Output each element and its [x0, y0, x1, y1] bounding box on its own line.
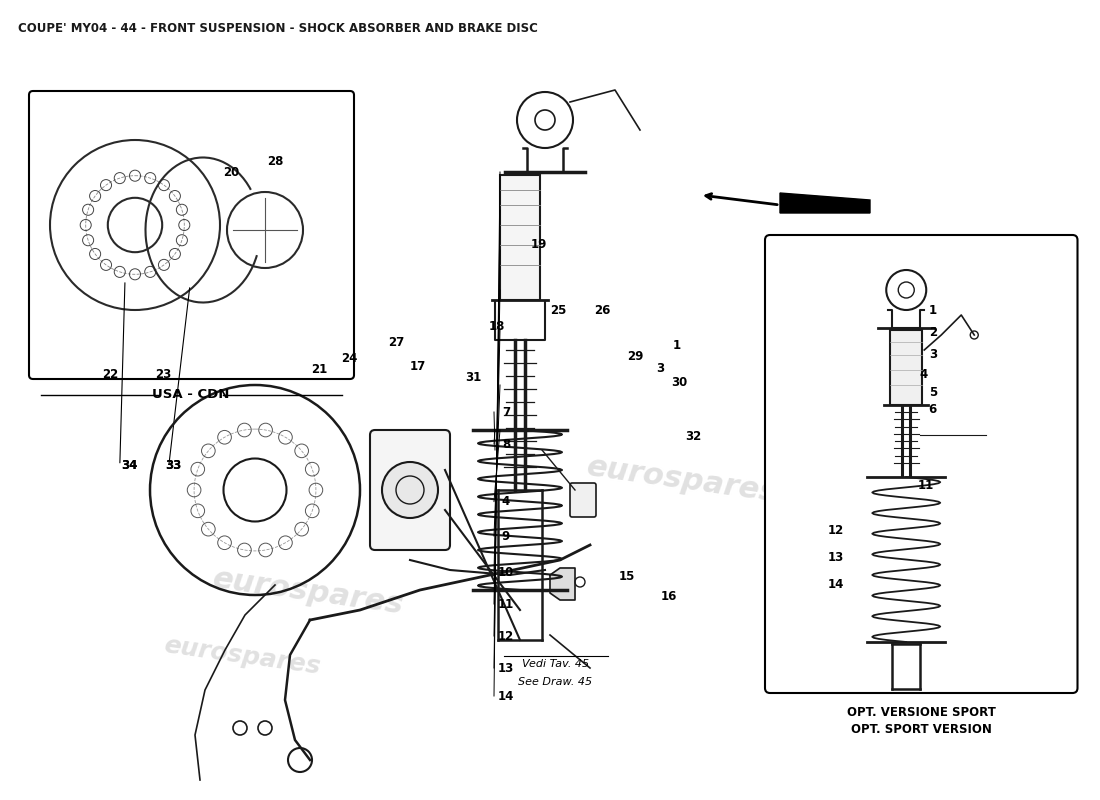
Text: 18: 18 — [490, 320, 505, 333]
Text: OPT. VERSIONE SPORT: OPT. VERSIONE SPORT — [847, 706, 996, 719]
Text: 26: 26 — [595, 304, 610, 317]
Text: 27: 27 — [388, 336, 404, 349]
Text: 17: 17 — [410, 360, 426, 373]
Text: OPT. SPORT VERSION: OPT. SPORT VERSION — [850, 723, 992, 736]
Text: 30: 30 — [672, 376, 688, 389]
Text: 22: 22 — [102, 368, 118, 381]
Text: 11: 11 — [498, 598, 514, 610]
Text: 4: 4 — [502, 495, 510, 508]
Text: 33: 33 — [166, 459, 182, 472]
Text: 6: 6 — [928, 403, 937, 416]
Text: 3: 3 — [928, 348, 937, 361]
Text: eurospares: eurospares — [584, 452, 780, 508]
Text: 32: 32 — [685, 430, 701, 442]
Text: eurospares: eurospares — [162, 633, 322, 679]
Text: Vedi Tav. 45: Vedi Tav. 45 — [521, 659, 590, 669]
Text: 24: 24 — [342, 352, 358, 365]
Text: 3: 3 — [656, 362, 664, 374]
Text: 2: 2 — [928, 326, 937, 338]
Text: 4: 4 — [920, 368, 928, 381]
Text: 29: 29 — [628, 350, 643, 363]
Text: 1: 1 — [672, 339, 681, 352]
FancyBboxPatch shape — [570, 483, 596, 517]
Text: 10: 10 — [498, 566, 514, 578]
Text: 19: 19 — [531, 238, 547, 250]
Text: 12: 12 — [828, 524, 844, 537]
Text: 34: 34 — [122, 459, 138, 472]
Text: 13: 13 — [498, 662, 514, 674]
FancyBboxPatch shape — [764, 235, 1078, 693]
Text: eurospares: eurospares — [210, 564, 406, 620]
Text: 12: 12 — [498, 630, 514, 642]
Text: COUPE' MY04 - 44 - FRONT SUSPENSION - SHOCK ABSORBER AND BRAKE DISC: COUPE' MY04 - 44 - FRONT SUSPENSION - SH… — [18, 22, 538, 35]
Text: 33: 33 — [166, 459, 182, 472]
Text: 28: 28 — [267, 155, 283, 168]
FancyBboxPatch shape — [890, 330, 922, 405]
Polygon shape — [780, 193, 870, 213]
Text: USA - CDN: USA - CDN — [152, 389, 230, 402]
Text: 20: 20 — [223, 166, 239, 178]
Circle shape — [382, 462, 438, 518]
Text: 25: 25 — [551, 304, 566, 317]
Text: 21: 21 — [311, 363, 327, 376]
Polygon shape — [550, 568, 575, 600]
Text: 7: 7 — [502, 406, 510, 418]
Text: 14: 14 — [828, 578, 844, 590]
Text: 9: 9 — [502, 530, 510, 542]
FancyBboxPatch shape — [500, 175, 540, 300]
Text: 11: 11 — [918, 479, 934, 492]
Text: 34: 34 — [122, 459, 138, 472]
Text: 1: 1 — [928, 304, 937, 317]
Text: 16: 16 — [661, 590, 676, 602]
Text: 14: 14 — [498, 690, 514, 702]
FancyBboxPatch shape — [29, 91, 354, 379]
Text: 31: 31 — [465, 371, 481, 384]
Text: 13: 13 — [828, 551, 844, 564]
Text: See Draw. 45: See Draw. 45 — [518, 677, 593, 687]
FancyBboxPatch shape — [370, 430, 450, 550]
Text: 23: 23 — [155, 368, 170, 381]
Text: 8: 8 — [502, 438, 510, 450]
Text: 5: 5 — [928, 386, 937, 398]
Text: 15: 15 — [619, 570, 635, 582]
